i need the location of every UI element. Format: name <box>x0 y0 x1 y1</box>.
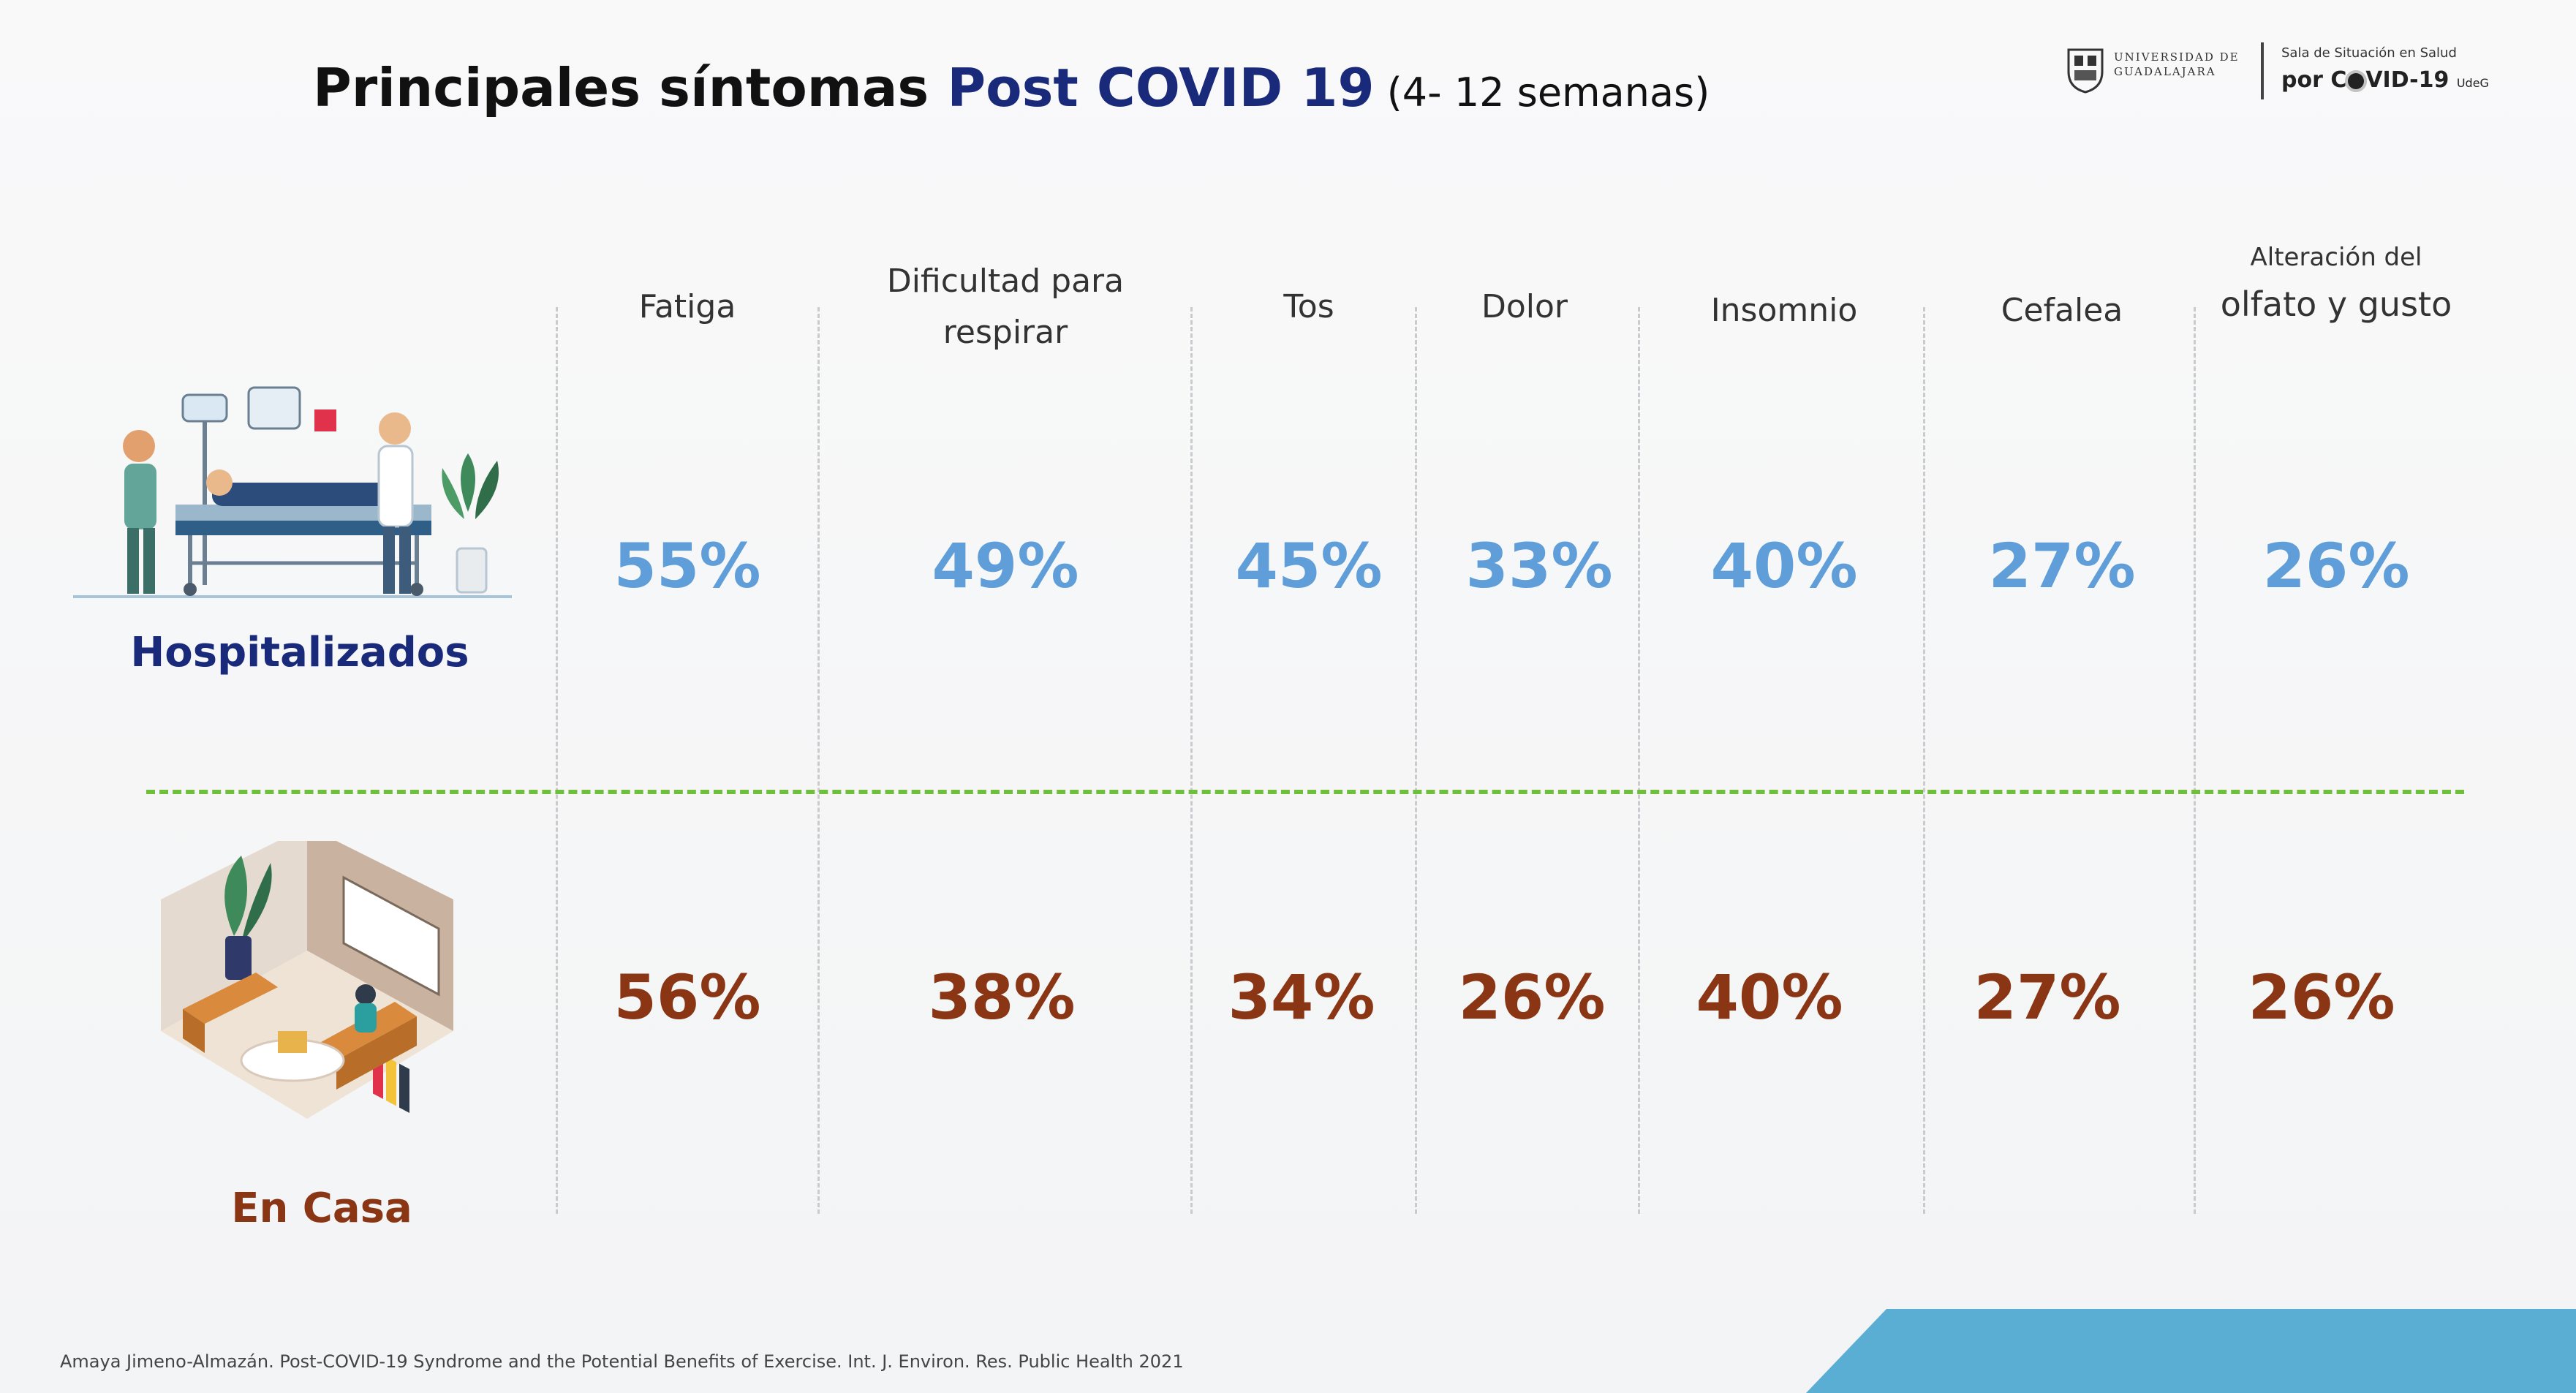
logo-separator <box>2261 42 2264 99</box>
group-label-hospitalizados: Hospitalizados <box>130 629 469 676</box>
sala-prefix: por C <box>2281 67 2347 93</box>
column-header-dificultad: Dificultad para respirar <box>886 263 1125 351</box>
value-hosp-dolor: 33% <box>1465 530 1613 602</box>
column-header-dolor: Dolor <box>1481 288 1568 325</box>
value-hosp-dificultad: 49% <box>932 530 1079 602</box>
column-header-cefalea: Cefalea <box>2001 292 2123 329</box>
source-citation: Amaya Jimeno-Almazán. Post-COVID-19 Synd… <box>60 1351 1184 1372</box>
column-header-tos: Tos <box>1283 288 1334 325</box>
value-hosp-tos: 45% <box>1235 530 1383 602</box>
column-header-fatiga: Fatiga <box>638 288 736 325</box>
column-divider <box>1190 307 1193 1214</box>
sala-situacion-logo: Sala de Situación en Salud por C VID-19 U… <box>2281 42 2489 101</box>
udg-line1: UNIVERSIDAD DE <box>2114 50 2240 64</box>
sala-line1: Sala de Situación en Salud <box>2281 45 2457 61</box>
group-label-en-casa: En Casa <box>231 1185 412 1232</box>
value-hosp-insomnio: 40% <box>1710 530 1858 602</box>
column-divider <box>817 307 820 1214</box>
udg-line2: GUADALAJARA <box>2114 65 2216 78</box>
hospital-bed-illustration <box>73 386 512 598</box>
value-hosp-alteracion: 26% <box>2262 530 2410 602</box>
title-part-main: Principales síntomas <box>313 57 948 118</box>
slide-title: Principales síntomas Post COVID 19 (4- 1… <box>313 57 1710 118</box>
column-divider <box>1415 307 1417 1214</box>
value-hosp-fatiga: 55% <box>613 530 761 602</box>
value-hosp-cefalea: 27% <box>1988 530 2136 602</box>
sala-suffix: VID-19 <box>2365 67 2450 93</box>
virus-icon <box>2348 72 2365 89</box>
value-casa-dificultad: 38% <box>928 962 1076 1033</box>
sala-small: UdeG <box>2456 76 2489 90</box>
group-divider <box>146 790 2464 794</box>
column-divider <box>1923 307 1925 1214</box>
value-casa-alteracion: 26% <box>2248 962 2395 1033</box>
column-header-alteracion: Alteración del olfato y gusto <box>2220 243 2452 324</box>
sala-line2: por C VID-19 UdeG <box>2281 67 2489 93</box>
value-casa-insomnio: 40% <box>1696 962 1843 1033</box>
value-casa-fatiga: 56% <box>613 962 761 1033</box>
column-divider <box>2194 307 2196 1214</box>
value-casa-dolor: 26% <box>1458 962 1606 1033</box>
value-casa-tos: 34% <box>1228 962 1375 1033</box>
home-room-illustration <box>161 841 453 1119</box>
column-divider <box>556 307 558 1214</box>
value-casa-cefalea: 27% <box>1973 962 2121 1033</box>
udg-logo-text: UNIVERSIDAD DE GUADALAJARA <box>2114 50 2240 79</box>
udg-logo: UNIVERSIDAD DE GUADALAJARA <box>2066 45 2241 97</box>
column-header-insomnio: Insomnio <box>1710 292 1858 329</box>
corner-decoration <box>1806 1309 2576 1393</box>
title-part-accent: Post COVID 19 <box>947 57 1375 118</box>
udg-seal-icon <box>2067 48 2104 94</box>
column-divider <box>1638 307 1640 1214</box>
title-part-range: (4- 12 semanas) <box>1374 69 1710 116</box>
